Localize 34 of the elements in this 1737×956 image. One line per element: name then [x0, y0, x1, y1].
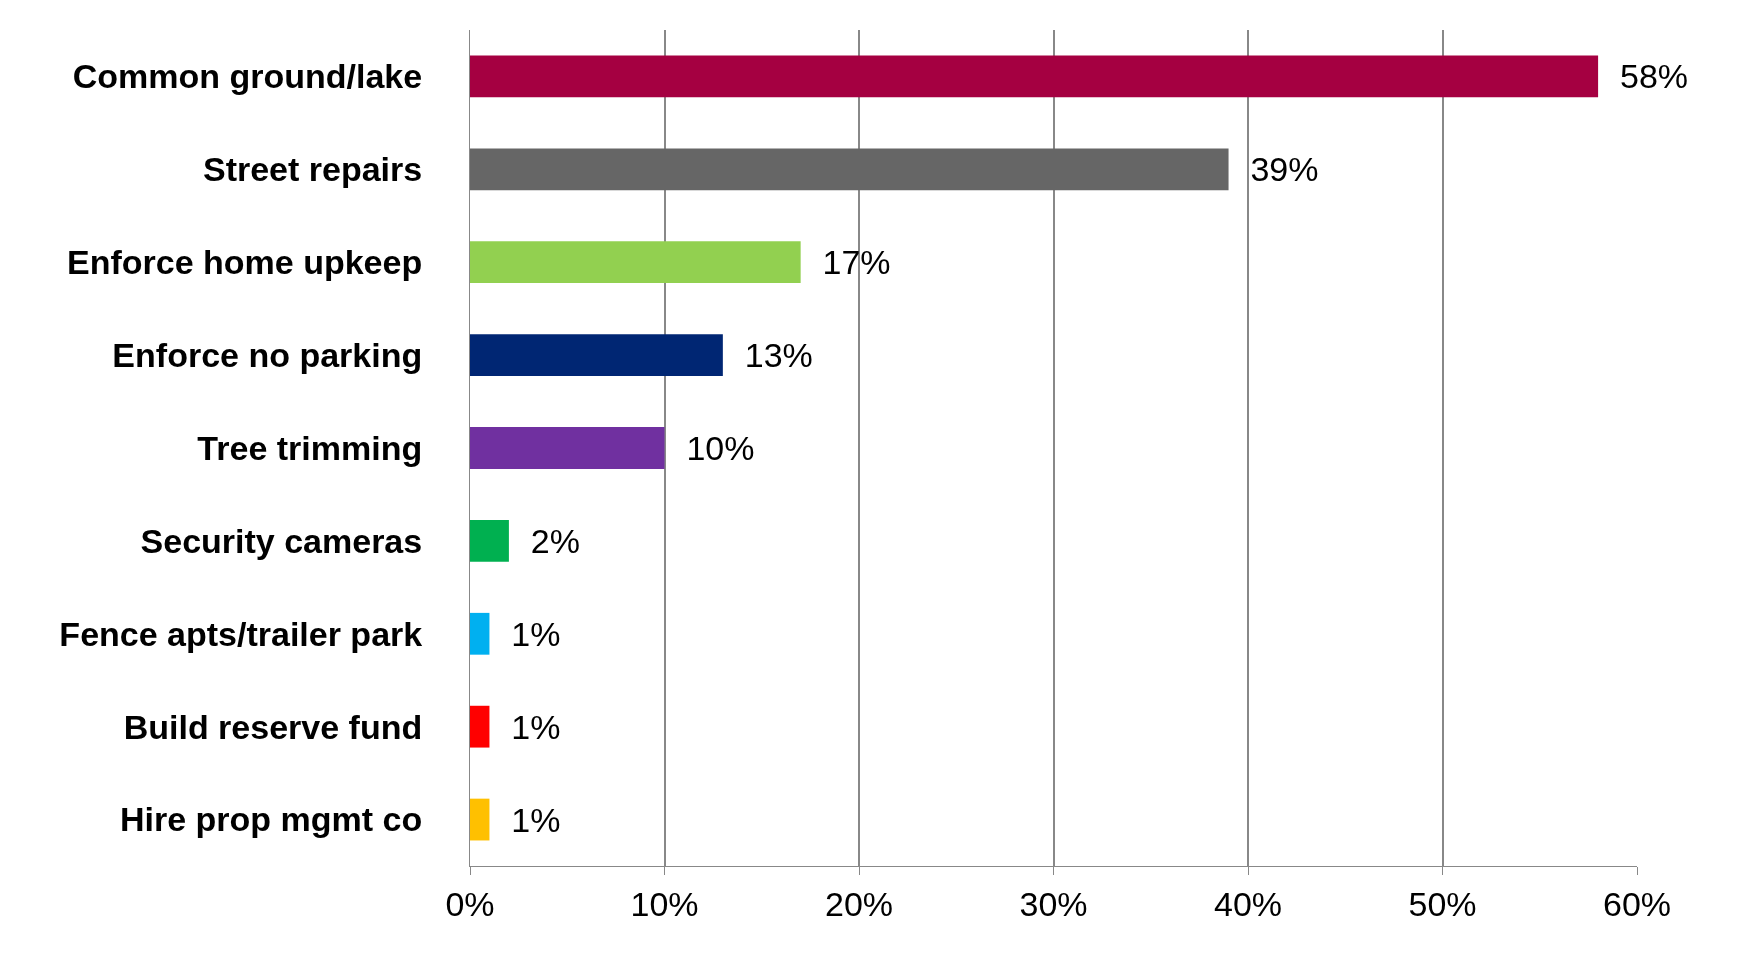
y-tick-label: Security cameras: [140, 521, 423, 560]
data-label: 1%: [492, 707, 561, 746]
bar: [470, 334, 723, 377]
data-label: 39%: [1231, 150, 1319, 189]
bar: [470, 798, 490, 841]
bar: [470, 705, 490, 748]
bar: [470, 519, 509, 562]
data-label: 1%: [492, 614, 561, 653]
bar: [470, 241, 801, 284]
bar: [470, 148, 1229, 191]
y-tick-label: Common ground/lake: [72, 57, 423, 96]
data-label: 1%: [492, 800, 561, 839]
data-label: 10%: [667, 429, 755, 467]
y-tick-label: Fence apts/trailer park: [59, 614, 423, 653]
bar: [470, 427, 665, 469]
bar: [470, 612, 490, 655]
data-label: 58%: [1601, 57, 1689, 96]
data-label: 17%: [803, 243, 891, 282]
x-tick-label: 50%: [1408, 884, 1477, 923]
x-tick-label: 30%: [1019, 884, 1088, 923]
x-tick-label: 60%: [1602, 884, 1672, 923]
x-tick-label: 40%: [1213, 884, 1283, 923]
y-tick-label: Enforce no parking: [112, 336, 423, 375]
y-tick-label: Tree trimming: [197, 428, 423, 467]
x-tick-label: 20%: [824, 884, 894, 923]
data-label: 2%: [511, 521, 580, 560]
data-label: 13%: [725, 336, 813, 375]
y-tick-label: Enforce home upkeep: [67, 243, 423, 282]
y-tick-label: Street repairs: [202, 150, 423, 189]
y-tick-label: Build reserve fund: [123, 707, 423, 746]
y-tick-label: Hire prop mgmt co: [119, 800, 423, 839]
x-tick-label: 0%: [445, 884, 495, 923]
bar: [470, 55, 1599, 98]
x-tick-label: 10%: [630, 884, 699, 923]
